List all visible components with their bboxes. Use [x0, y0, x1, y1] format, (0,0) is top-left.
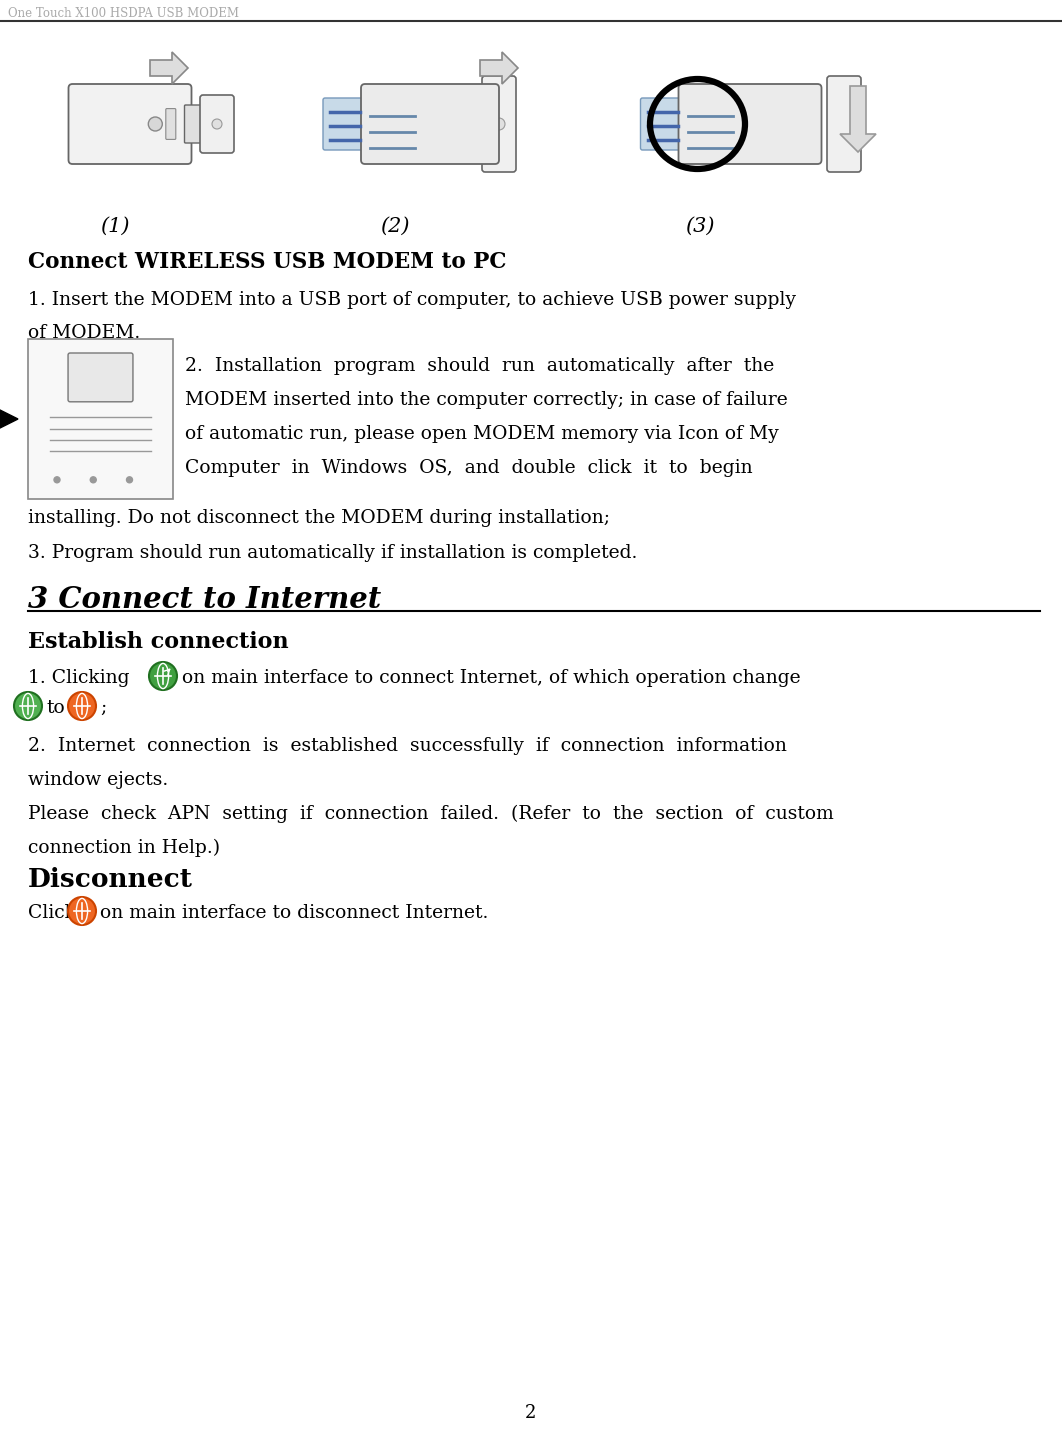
Text: of automatic run, please open MODEM memory via Icon of My: of automatic run, please open MODEM memo…: [185, 425, 778, 443]
Text: One Touch X100 HSDPA USB MODEM: One Touch X100 HSDPA USB MODEM: [8, 7, 239, 20]
Circle shape: [68, 692, 96, 720]
Text: Disconnect: Disconnect: [28, 868, 193, 892]
FancyBboxPatch shape: [69, 83, 191, 164]
Text: Please  check  APN  setting  if  connection  failed.  (Refer  to  the  section  : Please check APN setting if connection f…: [28, 804, 834, 823]
Text: of MODEM.: of MODEM.: [28, 324, 140, 342]
Circle shape: [90, 476, 97, 484]
Text: Computer  in  Windows  OS,  and  double  click  it  to  begin: Computer in Windows OS, and double click…: [185, 459, 753, 476]
Text: Click: Click: [28, 904, 75, 922]
Text: 1. Clicking: 1. Clicking: [28, 669, 130, 686]
Text: (3): (3): [685, 217, 715, 236]
Text: Connect WIRELESS USB MODEM to PC: Connect WIRELESS USB MODEM to PC: [28, 250, 507, 273]
Text: installing. Do not disconnect the MODEM during installation;: installing. Do not disconnect the MODEM …: [28, 509, 610, 527]
Text: (1): (1): [100, 217, 130, 236]
Text: 3 Connect to Internet: 3 Connect to Internet: [28, 586, 381, 614]
Polygon shape: [840, 86, 876, 153]
Text: (2): (2): [380, 217, 410, 236]
Circle shape: [493, 118, 506, 130]
Circle shape: [212, 119, 222, 130]
FancyBboxPatch shape: [827, 76, 861, 173]
Text: 2.  Installation  program  should  run  automatically  after  the: 2. Installation program should run autom…: [185, 357, 774, 376]
FancyBboxPatch shape: [68, 353, 133, 401]
FancyBboxPatch shape: [482, 76, 516, 173]
Circle shape: [126, 476, 133, 484]
Polygon shape: [480, 52, 518, 83]
FancyBboxPatch shape: [361, 83, 499, 164]
Text: Establish connection: Establish connection: [28, 630, 289, 653]
Text: 3. Program should run automatically if installation is completed.: 3. Program should run automatically if i…: [28, 544, 637, 563]
Text: on main interface to disconnect Internet.: on main interface to disconnect Internet…: [100, 904, 489, 922]
FancyBboxPatch shape: [640, 98, 689, 150]
Polygon shape: [150, 52, 188, 83]
Text: 2.  Internet  connection  is  established  successfully  if  connection  informa: 2. Internet connection is established su…: [28, 737, 787, 755]
Text: 1. Insert the MODEM into a USB port of computer, to achieve USB power supply: 1. Insert the MODEM into a USB port of c…: [28, 291, 796, 309]
Polygon shape: [0, 404, 18, 433]
Text: window ejects.: window ejects.: [28, 771, 168, 789]
FancyBboxPatch shape: [323, 98, 372, 150]
FancyBboxPatch shape: [166, 108, 176, 140]
Text: MODEM inserted into the computer correctly; in case of failure: MODEM inserted into the computer correct…: [185, 391, 788, 409]
Circle shape: [54, 476, 59, 484]
Text: to: to: [46, 699, 65, 717]
Text: connection in Help.): connection in Help.): [28, 839, 220, 858]
Circle shape: [68, 896, 96, 925]
Text: on main interface to connect Internet, of which operation change: on main interface to connect Internet, o…: [182, 669, 801, 686]
Circle shape: [14, 692, 42, 720]
FancyBboxPatch shape: [185, 105, 205, 142]
Text: ;: ;: [100, 699, 106, 717]
FancyBboxPatch shape: [200, 95, 234, 153]
Circle shape: [149, 117, 162, 131]
Circle shape: [149, 662, 177, 689]
FancyBboxPatch shape: [28, 340, 173, 499]
FancyBboxPatch shape: [679, 83, 822, 164]
Text: 2: 2: [526, 1404, 536, 1422]
